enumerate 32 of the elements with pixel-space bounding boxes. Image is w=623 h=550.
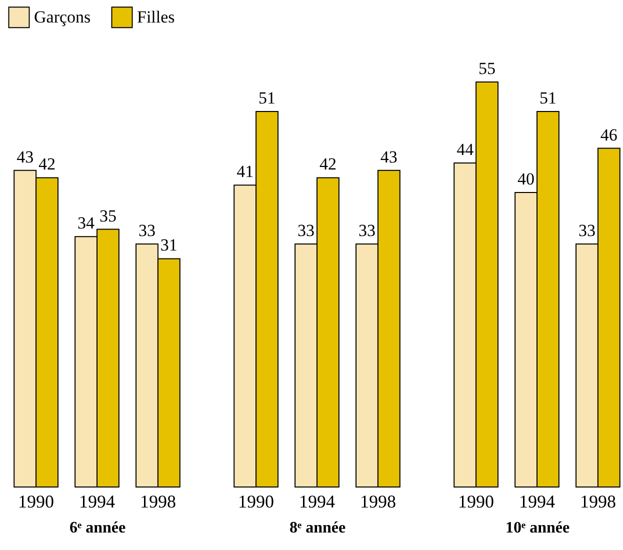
- legend-label: Filles: [137, 7, 175, 26]
- data-label: 55: [478, 59, 496, 78]
- text: 6ᵉ année: [69, 520, 126, 536]
- data-label: 34: [78, 214, 96, 233]
- data-label: 35: [99, 206, 116, 226]
- x-tick-label: 1994: [519, 492, 555, 512]
- data-label: 51: [539, 88, 556, 108]
- x-tick-label: 1994: [79, 492, 115, 512]
- x-tick-label: 1994: [299, 492, 335, 512]
- data-label: 40: [518, 169, 535, 188]
- data-label: 42: [319, 154, 336, 174]
- data-label: 46: [600, 125, 618, 144]
- x-tick-label: 1998: [580, 492, 616, 512]
- data-label: 33: [298, 221, 315, 240]
- data-label: 51: [258, 88, 276, 108]
- text: 8ᵉ année: [289, 520, 346, 536]
- data-label: 44: [456, 140, 474, 159]
- legend-label: Garçons: [34, 7, 91, 26]
- x-tick-label: 1990: [18, 492, 54, 512]
- data-label: 43: [380, 147, 398, 166]
- data-label: 33: [578, 221, 596, 240]
- x-tick-label: 1998: [360, 492, 396, 512]
- x-tick-label: 1998: [140, 492, 176, 512]
- data-label: 31: [160, 236, 178, 255]
- x-tick-label: 1990: [458, 492, 494, 512]
- text: 10ᵉ année: [505, 520, 570, 536]
- data-label: 33: [358, 221, 376, 240]
- data-label: 43: [16, 147, 34, 166]
- data-label: 42: [38, 154, 56, 174]
- data-label: 33: [138, 221, 156, 240]
- data-label: 41: [236, 162, 254, 182]
- x-tick-label: 1990: [238, 492, 274, 512]
